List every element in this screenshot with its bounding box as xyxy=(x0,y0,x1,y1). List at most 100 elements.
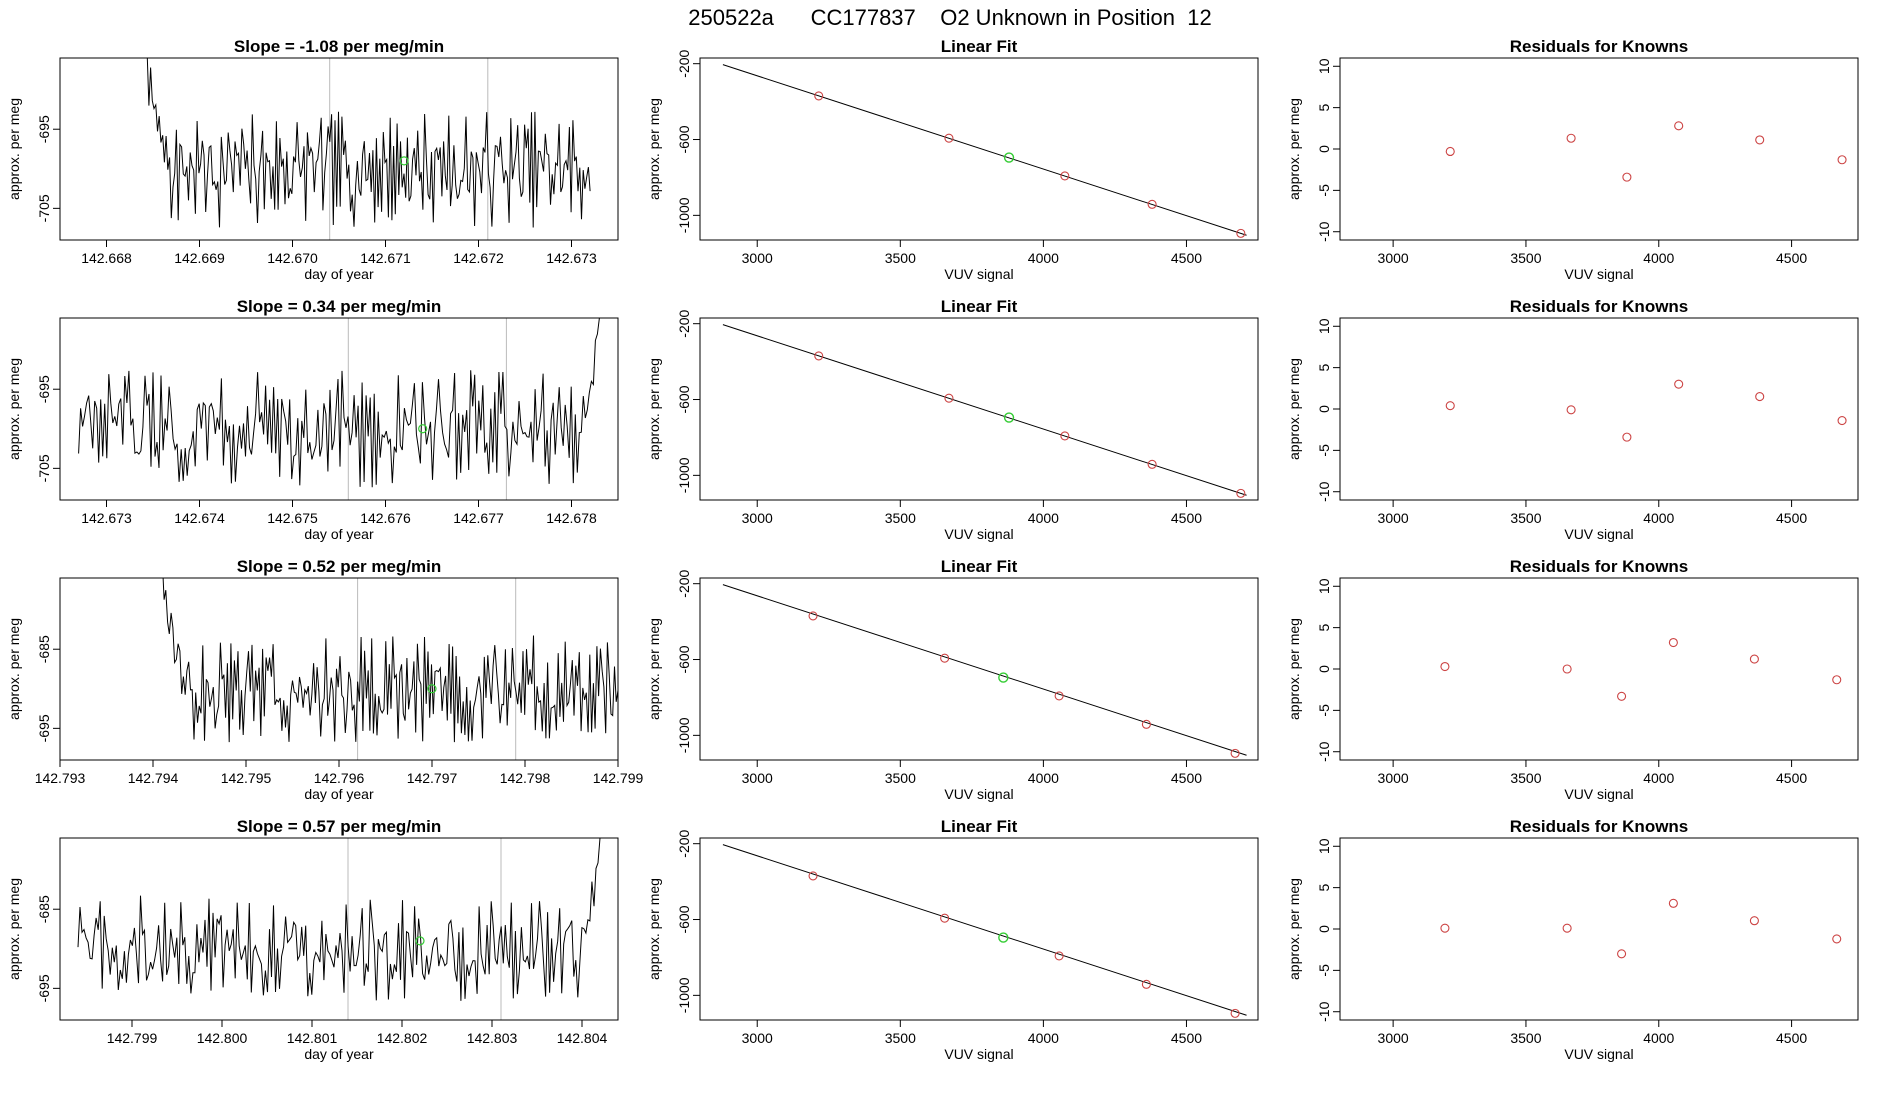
x-tick-label: 4000 xyxy=(1643,510,1674,526)
plot-area xyxy=(1440,898,1842,959)
chart-panel: Residuals for Knowns 3000 3500 4000 4500 -10 -… xyxy=(1286,817,1859,1062)
plot-frame xyxy=(699,577,1259,761)
panel-title: Residuals for Knowns xyxy=(1510,297,1689,316)
x-axis-title: VUV signal xyxy=(1564,526,1633,542)
plot-frame xyxy=(699,317,1259,501)
y-tick-label: -685 xyxy=(36,635,52,663)
y-tick-label: 5 xyxy=(1316,364,1332,372)
plot-area xyxy=(722,324,1247,498)
known-point xyxy=(808,871,818,881)
panel-title: Linear Fit xyxy=(941,297,1018,316)
chart-panel: Linear Fit 3000 3500 4000 4500 -1000 -600 -200 V… xyxy=(646,297,1259,542)
known-point xyxy=(944,393,954,403)
plot-area xyxy=(146,58,591,240)
x-tick-label: 142.669 xyxy=(174,250,225,266)
x-tick-label: 142.796 xyxy=(314,770,365,786)
panel-title: Slope = 0.52 per meg/min xyxy=(237,557,442,576)
x-tick-label: 142.798 xyxy=(500,770,551,786)
known-point xyxy=(1060,171,1070,181)
plot-frame xyxy=(59,837,619,1021)
x-tick-label: 3500 xyxy=(1510,510,1541,526)
y-tick-label: -200 xyxy=(676,829,692,857)
residual-point xyxy=(1617,949,1627,959)
x-tick-label: 3500 xyxy=(885,250,916,266)
x-tick-label: 4000 xyxy=(1643,770,1674,786)
plot-frame xyxy=(59,57,619,241)
x-tick-label: 142.804 xyxy=(557,1030,608,1046)
x-tick-label: 4500 xyxy=(1171,1030,1202,1046)
x-tick-label: 142.802 xyxy=(377,1030,428,1046)
x-tick-label: 3500 xyxy=(1510,1030,1541,1046)
unknown-point xyxy=(998,672,1009,683)
y-tick-label: -1000 xyxy=(676,717,692,753)
fit-line xyxy=(722,64,1247,236)
y-tick-label: 0 xyxy=(1316,665,1332,673)
chart-panel: Slope = 0.57 per meg/min 142.799 142.800 14… xyxy=(6,817,619,1062)
x-tick-label: 142.794 xyxy=(128,770,179,786)
chart-panel: Slope = 0.52 per meg/min 142.793 142.794 14… xyxy=(6,557,644,802)
y-tick-label: 0 xyxy=(1316,145,1332,153)
y-tick-label: 10 xyxy=(1316,838,1332,854)
y-tick-label: -5 xyxy=(1316,444,1332,457)
x-tick-label: 142.675 xyxy=(267,510,318,526)
unknown-sample-marker xyxy=(415,936,425,946)
x-tick-label: 142.795 xyxy=(221,770,272,786)
unknown-point xyxy=(1003,152,1015,163)
x-tick-label: 4000 xyxy=(1643,1030,1674,1046)
y-tick-label: 0 xyxy=(1316,405,1332,413)
y-axis-title: approx. per meg xyxy=(646,358,662,460)
y-tick-label: -1000 xyxy=(676,977,692,1013)
plot-frame xyxy=(699,837,1259,1021)
x-tick-label: 4500 xyxy=(1171,510,1202,526)
data-trace xyxy=(162,578,618,743)
x-tick-label: 3500 xyxy=(885,510,916,526)
x-tick-label: 3500 xyxy=(885,1030,916,1046)
x-tick-label: 142.799 xyxy=(107,1030,158,1046)
plot-frame xyxy=(1339,837,1859,1021)
y-tick-label: -10 xyxy=(1316,221,1332,241)
fit-line xyxy=(722,324,1247,496)
x-tick-label: 142.673 xyxy=(546,250,597,266)
x-tick-label: 3500 xyxy=(1510,770,1541,786)
x-axis-title: VUV signal xyxy=(1564,786,1633,802)
x-tick-label: 3000 xyxy=(742,770,773,786)
panel-title: Slope = 0.34 per meg/min xyxy=(237,297,442,316)
known-point xyxy=(1141,979,1151,989)
known-point xyxy=(814,351,824,361)
x-tick-label: 142.799 xyxy=(593,770,644,786)
panel-title: Linear Fit xyxy=(941,557,1018,576)
residual-point xyxy=(1674,379,1684,389)
x-tick-label: 3000 xyxy=(1378,250,1409,266)
residual-point xyxy=(1445,401,1455,411)
y-axis-title: approx. per meg xyxy=(1286,878,1302,980)
y-tick-label: -1000 xyxy=(676,457,692,493)
panel-title: Residuals for Knowns xyxy=(1510,37,1689,56)
x-tick-label: 4000 xyxy=(1028,250,1059,266)
x-tick-label: 142.801 xyxy=(287,1030,338,1046)
unknown-sample-marker xyxy=(418,424,428,434)
unknown-sample-marker xyxy=(399,156,409,166)
residual-point xyxy=(1617,691,1627,701)
y-axis-title: approx. per meg xyxy=(6,358,22,460)
panel-title: Residuals for Knowns xyxy=(1510,557,1689,576)
residual-point xyxy=(1668,637,1678,648)
data-trace xyxy=(146,58,591,228)
plot-frame xyxy=(59,577,619,761)
x-tick-label: 3000 xyxy=(1378,1030,1409,1046)
x-tick-label: 4000 xyxy=(1643,250,1674,266)
residual-point xyxy=(1832,675,1842,685)
data-trace xyxy=(78,318,600,488)
plot-area xyxy=(78,318,600,500)
unknown-point xyxy=(998,932,1009,943)
x-tick-label: 142.673 xyxy=(81,510,132,526)
x-tick-label: 142.668 xyxy=(81,250,132,266)
chart-panel: Slope = -1.08 per meg/min 142.668 142.669 1… xyxy=(6,37,619,282)
known-point xyxy=(1060,431,1070,441)
fit-line xyxy=(722,844,1247,1016)
y-axis-title: approx. per meg xyxy=(646,618,662,720)
unknown-sample-marker xyxy=(427,684,437,694)
panel-title: Linear Fit xyxy=(941,37,1018,56)
known-point xyxy=(1147,199,1157,209)
y-tick-label: -600 xyxy=(676,125,692,153)
